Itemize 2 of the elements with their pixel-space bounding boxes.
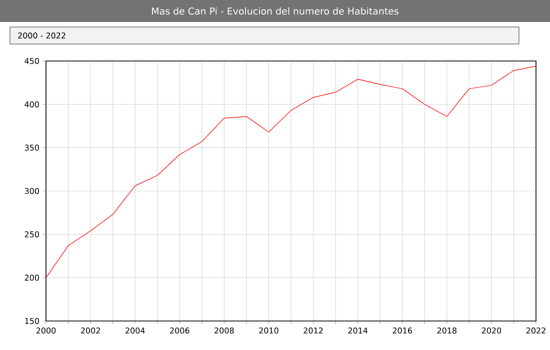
- line-series: [46, 66, 536, 278]
- chart-title: Mas de Can Pi - Evolucion del numero de Habitantes: [152, 7, 398, 15]
